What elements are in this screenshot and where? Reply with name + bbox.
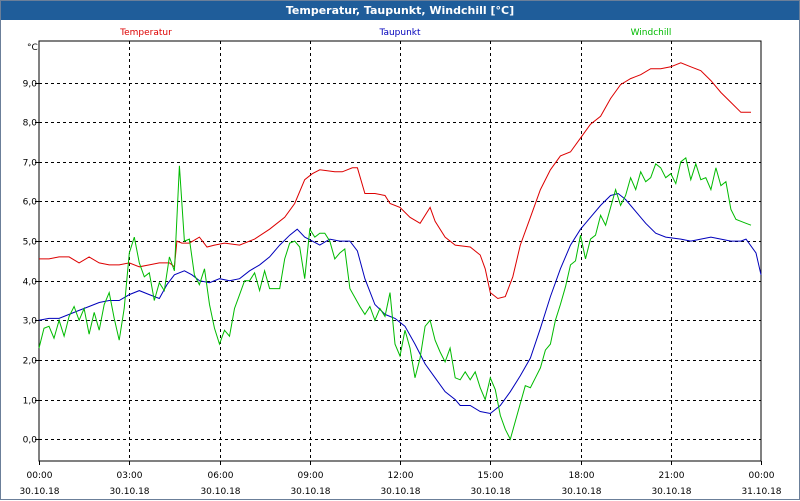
x-tick-date-label: 30.10.18	[470, 487, 510, 497]
legend-windchill: Windchill	[631, 28, 672, 38]
y-tick-label: 5,0	[23, 238, 38, 248]
y-tick-label: 8,0	[23, 119, 38, 129]
x-tick-date-label: 30.10.18	[561, 487, 601, 497]
y-axis-ticks: 0,0 1,0 2,0 3,0 4,0 5,0 6,0 7,0 8,0 9,0	[23, 80, 39, 446]
grid-lines	[39, 41, 761, 461]
series-line-windchill	[38, 157, 752, 441]
x-tick-time-label: 12:00	[388, 471, 414, 481]
x-tick-time-label: 00:00	[27, 471, 53, 481]
y-axis-unit-label: °C	[27, 43, 38, 53]
series-layer	[38, 62, 762, 441]
x-tick-date-label: 30.10.18	[290, 487, 330, 497]
y-tick-label: 7,0	[23, 159, 38, 169]
y-tick-label: 2,0	[23, 357, 38, 367]
y-tick-label: 9,0	[23, 80, 38, 90]
x-tick-date-label: 30.10.18	[19, 487, 59, 497]
x-tick-time-label: 06:00	[208, 471, 234, 481]
y-tick-label: 6,0	[23, 198, 38, 208]
x-tick-time-label: 09:00	[298, 471, 324, 481]
x-tick-time-label: 00:00	[749, 471, 775, 481]
y-tick-label: 0,0	[23, 436, 38, 446]
y-tick-label: 1,0	[23, 397, 38, 407]
x-tick-date-label: 31.10.18	[741, 487, 781, 497]
x-tick-time-label: 15:00	[478, 471, 504, 481]
legend-temperatur: Temperatur	[119, 28, 172, 38]
x-tick-date-label: 30.10.18	[651, 487, 691, 497]
y-tick-label: 4,0	[23, 278, 38, 288]
chart-title: Temperatur, Taupunkt, Windchill [°C]	[1, 1, 799, 20]
x-tick-date-label: 30.10.18	[109, 487, 149, 497]
x-tick-date-label: 30.10.18	[380, 487, 420, 497]
x-axis-ticks: 00:00 30.10.18 03:00 30.10.18 06:00 30.10.18 0…	[19, 461, 782, 497]
x-tick-date-label: 30.10.18	[200, 487, 240, 497]
legend-taupunkt: Taupunkt	[378, 28, 421, 38]
x-tick-time-label: 03:00	[117, 471, 143, 481]
series-line-temperatur	[39, 62, 751, 300]
x-tick-time-label: 21:00	[659, 471, 685, 481]
y-tick-label: 3,0	[23, 317, 38, 327]
legend: Temperatur Taupunkt Windchill	[119, 28, 671, 38]
x-tick-time-label: 18:00	[569, 471, 595, 481]
